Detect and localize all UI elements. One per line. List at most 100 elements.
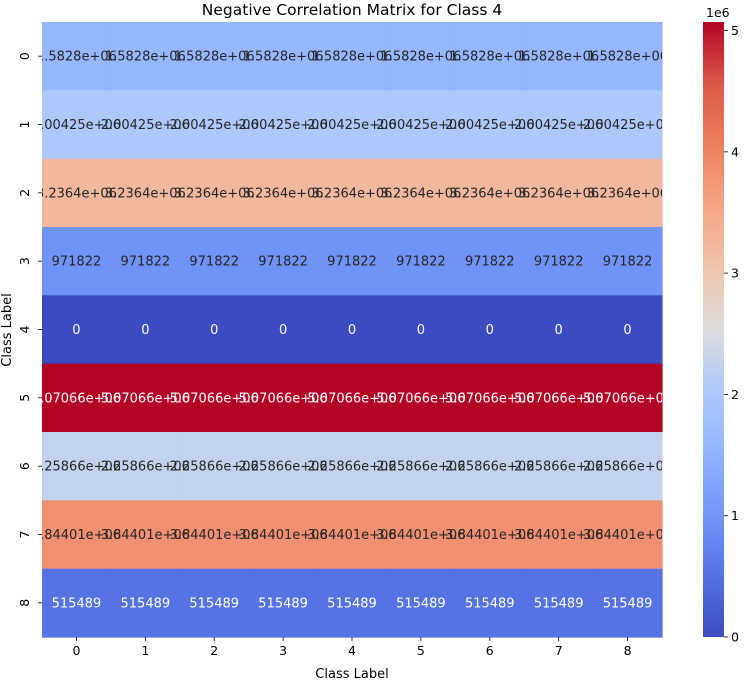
x-axis-ticks: 0 1 2 3 4 5 6 7 8	[72, 637, 632, 658]
cell-label: 515489	[52, 596, 102, 611]
cell-label: 3.84401e+06	[101, 528, 190, 543]
cell-label: 2.00425e+06	[101, 118, 190, 133]
y-tick-label: 7	[17, 531, 32, 539]
colorbar: 0 1 2 3 4 5 1e6	[703, 5, 739, 645]
colorbar-tick-label: 1	[731, 508, 739, 523]
heatmap-cell	[110, 158, 181, 228]
heatmap-cell	[386, 158, 456, 228]
x-tick-label: 5	[417, 643, 425, 658]
y-tick-label: 5	[17, 394, 32, 402]
cell-label: 3.2364e+06	[243, 186, 324, 201]
cell-label: 3.2364e+06	[174, 186, 255, 201]
cell-label: 1.5828e+06	[449, 50, 530, 65]
heatmap-cell	[455, 22, 525, 91]
colorbar-offset-label: 1e6	[706, 5, 730, 20]
cell-label: 515489	[396, 596, 446, 611]
heatmap-cell	[42, 363, 112, 433]
cell-label: 3.84401e+06	[239, 528, 328, 543]
heatmap-cell	[317, 22, 388, 91]
cell-label: 5.07066e+06	[170, 391, 259, 406]
heatmap-cell	[317, 568, 388, 638]
colorbar-tick-label: 4	[731, 144, 739, 159]
cell-label: 3.2364e+06	[449, 186, 530, 201]
cell-label: 0	[486, 323, 494, 338]
cell-label: 2.00425e+06	[445, 118, 534, 133]
cell-label: 2.00425e+06	[307, 118, 396, 133]
heatmap-cell	[524, 227, 594, 296]
heatmap-cell	[42, 227, 112, 296]
heatmap-cell	[524, 158, 594, 228]
cell-label: 0	[141, 323, 149, 338]
heatmap-cell	[317, 295, 388, 365]
heatmap-cell	[524, 22, 594, 91]
heatmap-cell	[42, 568, 112, 638]
y-axis-ticks: 0 1 2 3 4 5 6 7 8	[17, 52, 42, 607]
heatmap-cell	[317, 500, 388, 570]
cell-label: 2.25866e+06	[239, 460, 328, 475]
cell-label: 5.07066e+06	[239, 391, 328, 406]
heatmap-cell	[179, 295, 250, 365]
cell-label: 2.00425e+06	[239, 118, 328, 133]
cell-label: 1.5828e+06	[174, 50, 255, 65]
heatmap-cell	[179, 227, 250, 296]
heatmap-cell	[386, 432, 456, 501]
heatmap-cell	[110, 22, 181, 91]
y-axis-label: Class Label	[0, 293, 15, 366]
heatmap-cell	[455, 227, 525, 296]
heatmap-cell	[317, 227, 388, 296]
heatmap-cell	[455, 158, 525, 228]
cell-label: 5.07066e+06	[32, 391, 121, 406]
cell-label: 3.84401e+06	[514, 528, 603, 543]
heatmap-cell	[42, 295, 112, 365]
cell-label: 515489	[465, 596, 515, 611]
heatmap-cell	[455, 432, 525, 501]
cell-label: 971822	[258, 255, 308, 270]
heatmap-cell	[42, 22, 112, 91]
chart-title: Negative Correlation Matrix for Class 4	[202, 1, 502, 19]
heatmap-cell	[42, 432, 112, 501]
y-tick-label: 2	[17, 189, 32, 197]
heatmap-cell	[317, 90, 388, 160]
heatmap-cell	[179, 158, 250, 228]
heatmap-cell	[593, 22, 663, 91]
cell-label: 971822	[327, 255, 377, 270]
cell-label: 2.25866e+06	[170, 460, 259, 475]
y-tick-label: 4	[17, 325, 32, 333]
cell-label: 2.25866e+06	[583, 460, 672, 475]
heatmap-cell	[110, 363, 181, 433]
heatmap-cell	[455, 90, 525, 160]
cell-label: 971822	[534, 255, 584, 270]
heatmap-cell	[593, 227, 663, 296]
cell-label: 1.5828e+06	[312, 50, 393, 65]
y-tick-label: 1	[17, 121, 32, 129]
cell-labels: 1.5828e+06 1.5828e+06 1.5828e+06 1.5828e+06…	[32, 50, 672, 612]
x-tick-label: 1	[141, 643, 149, 658]
colorbar-tick-label: 0	[731, 630, 739, 645]
cell-label: 2.25866e+06	[307, 460, 396, 475]
cell-label: 971822	[52, 255, 102, 270]
heatmap-cell	[179, 568, 250, 638]
heatmap-cell	[179, 500, 250, 570]
cell-label: 0	[210, 323, 218, 338]
heatmap-cell	[248, 22, 319, 91]
heatmap-cell	[593, 295, 663, 365]
cell-label: 2.00425e+06	[170, 118, 259, 133]
cell-label: 971822	[189, 255, 239, 270]
cell-label: 3.2364e+06	[312, 186, 393, 201]
colorbar-tick-label: 5	[731, 23, 739, 38]
heatmap-cell	[317, 158, 388, 228]
heatmap-cell	[593, 158, 663, 228]
heatmap-cell	[455, 568, 525, 638]
x-tick-label: 4	[348, 643, 356, 658]
cell-label: 5.07066e+06	[307, 391, 396, 406]
heatmap-cell	[593, 568, 663, 638]
cell-label: 515489	[603, 596, 653, 611]
cell-label: 2.25866e+06	[514, 460, 603, 475]
heatmap-cell	[524, 432, 594, 501]
cell-label: 515489	[327, 596, 377, 611]
cell-label: 2.00425e+06	[583, 118, 672, 133]
heatmap-cell	[386, 500, 456, 570]
cell-label: 1.5828e+06	[587, 50, 668, 65]
heatmap-cell	[524, 568, 594, 638]
heatmap-cell	[110, 568, 181, 638]
